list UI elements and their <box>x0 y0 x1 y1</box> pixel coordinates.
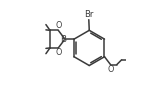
Text: O: O <box>55 21 62 30</box>
Text: O: O <box>107 65 113 74</box>
Text: O: O <box>55 48 62 57</box>
Text: B: B <box>60 35 66 44</box>
Text: Br: Br <box>84 10 93 19</box>
